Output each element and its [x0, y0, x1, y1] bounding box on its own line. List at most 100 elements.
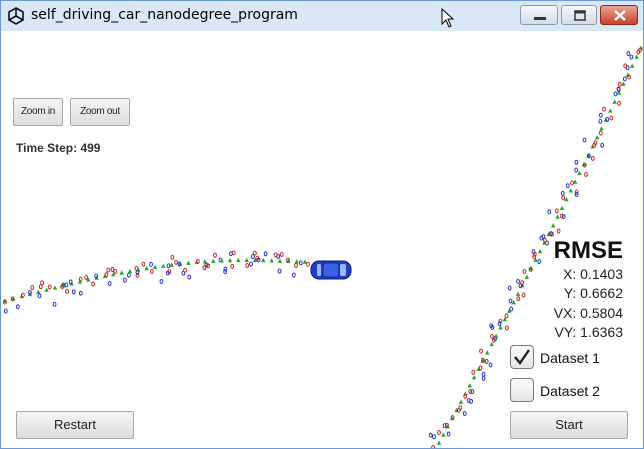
- lidar-marker: [47, 284, 52, 290]
- lidar-marker: [294, 262, 298, 268]
- estimate-marker: [550, 223, 556, 228]
- zoom-in-button[interactable]: Zoom in: [13, 98, 63, 126]
- lidar-marker: [113, 268, 118, 274]
- radar-marker: [598, 118, 603, 124]
- estimate-marker: [511, 300, 516, 305]
- estimate-marker: [86, 277, 91, 282]
- lidar-marker: [30, 285, 35, 291]
- close-button[interactable]: [600, 5, 638, 25]
- simulation-canvas[interactable]: Zoom in Zoom out Time Step: 499 RMSE X: …: [1, 31, 643, 448]
- lidar-marker: [106, 267, 111, 273]
- estimate-marker: [564, 196, 569, 202]
- estimate-marker: [485, 350, 490, 355]
- estimate-marker: [599, 126, 604, 131]
- lidar-marker: [521, 292, 526, 298]
- radar-marker: [598, 112, 603, 118]
- dataset-2-checkbox[interactable]: [510, 378, 534, 402]
- estimate-marker: [227, 257, 233, 263]
- radar-marker: [469, 398, 473, 404]
- radar-marker: [605, 116, 610, 122]
- radar-marker: [64, 282, 69, 288]
- lidar-marker: [561, 195, 566, 201]
- lidar-marker: [617, 81, 622, 87]
- lidar-marker: [556, 228, 561, 234]
- radar-marker: [497, 321, 502, 327]
- radar-marker: [613, 91, 618, 97]
- estimate-marker: [211, 258, 216, 263]
- estimate-marker: [515, 291, 521, 296]
- lidar-marker: [40, 280, 45, 286]
- radar-marker: [565, 183, 570, 189]
- unity-logo-icon: [8, 7, 24, 25]
- radar-marker: [507, 285, 512, 291]
- title-bar[interactable]: self_driving_car_nanodegree_program: [1, 1, 643, 31]
- estimate-marker: [630, 63, 635, 68]
- start-button[interactable]: Start: [510, 411, 628, 439]
- radar-marker: [177, 261, 182, 267]
- lidar-marker: [504, 313, 509, 319]
- radar-marker: [629, 54, 634, 60]
- radar-marker: [15, 304, 20, 310]
- radar-marker: [484, 358, 489, 364]
- lidar-marker: [623, 63, 628, 69]
- radar-marker: [223, 266, 228, 272]
- estimate-marker: [202, 259, 208, 264]
- radar-marker: [149, 261, 153, 267]
- radar-marker: [481, 371, 486, 377]
- estimate-marker: [621, 81, 626, 86]
- estimate-marker: [52, 285, 58, 290]
- lidar-marker: [206, 263, 210, 269]
- lidar-marker: [84, 274, 89, 280]
- dataset-2-label[interactable]: Dataset 2: [540, 383, 600, 399]
- lidar-marker: [60, 284, 65, 290]
- lidar-marker: [598, 130, 603, 136]
- window-title: self_driving_car_nanodegree_program: [31, 7, 298, 23]
- estimate-marker: [36, 289, 41, 294]
- radar-marker: [574, 159, 579, 165]
- lidar-marker: [532, 251, 537, 257]
- lidar-marker: [528, 266, 533, 272]
- dataset-1-label[interactable]: Dataset 1: [540, 350, 600, 366]
- radar-marker: [249, 261, 253, 267]
- estimate-marker: [186, 260, 191, 265]
- lidar-marker: [213, 252, 217, 258]
- lidar-marker: [231, 250, 236, 256]
- estimate-marker: [577, 170, 582, 175]
- estimate-marker: [467, 383, 472, 388]
- radar-marker: [68, 279, 73, 285]
- estimate-marker: [555, 214, 560, 219]
- lidar-marker: [253, 250, 257, 256]
- radar-marker: [110, 266, 115, 272]
- estimate-marker: [616, 90, 622, 95]
- lidar-marker: [149, 268, 154, 274]
- radar-marker: [488, 362, 493, 368]
- maximize-button[interactable]: [561, 5, 597, 25]
- estimate-marker: [11, 296, 16, 301]
- radar-marker: [28, 289, 32, 295]
- trajectory-plot: [2, 45, 643, 448]
- estimate-marker: [559, 205, 565, 211]
- radar-marker: [291, 272, 296, 278]
- estimate-marker: [507, 308, 512, 313]
- dataset-1-checkbox[interactable]: [510, 345, 534, 369]
- lidar-marker: [516, 296, 521, 302]
- estimate-marker: [471, 374, 477, 380]
- radar-marker: [298, 260, 303, 266]
- restart-button[interactable]: Restart: [16, 411, 134, 439]
- lidar-marker: [458, 405, 463, 411]
- minimize-button[interactable]: [520, 5, 558, 25]
- zoom-out-button[interactable]: Zoom out: [70, 98, 130, 126]
- estimate-marker: [302, 259, 308, 264]
- estimate-marker: [608, 108, 613, 113]
- radar-marker: [250, 253, 255, 259]
- mouse-cursor-icon: [441, 8, 455, 28]
- lidar-marker: [471, 369, 476, 375]
- lidar-marker: [638, 47, 642, 53]
- radar-marker: [446, 431, 451, 437]
- estimate-marker: [144, 265, 149, 271]
- radar-marker: [626, 50, 631, 56]
- radar-marker: [165, 270, 170, 276]
- estimate-marker: [524, 274, 530, 279]
- lidar-marker: [21, 292, 25, 298]
- radar-marker: [94, 273, 99, 279]
